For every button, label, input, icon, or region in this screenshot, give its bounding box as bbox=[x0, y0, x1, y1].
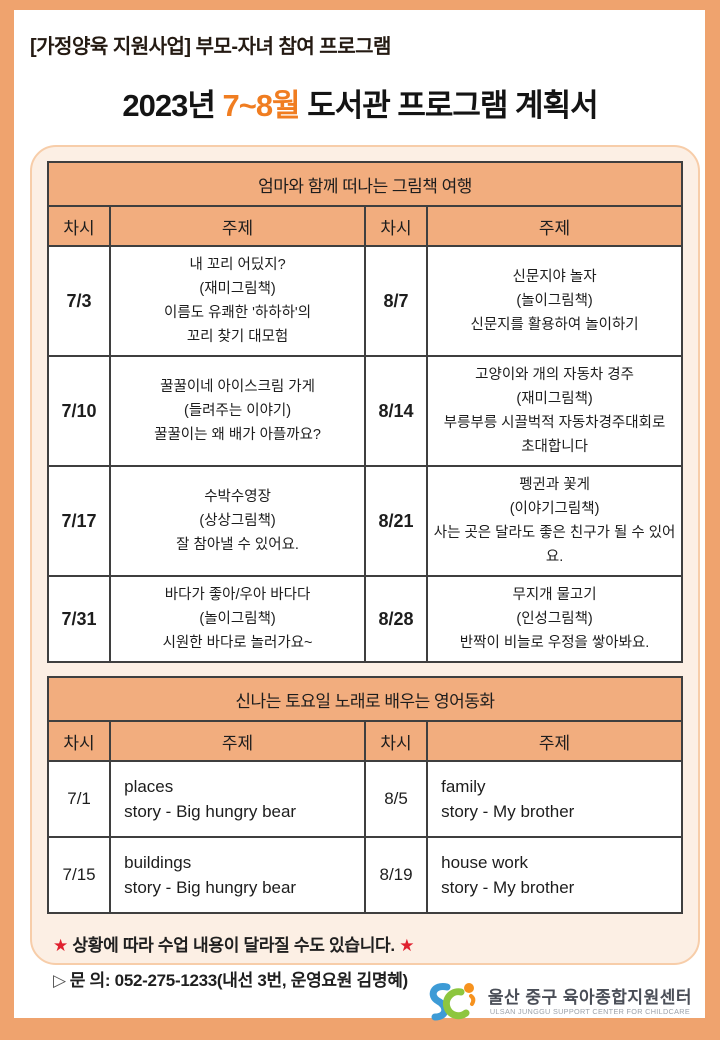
topic-line: 부릉부릉 시끌벅적 자동차경주대회로 bbox=[443, 415, 666, 431]
picture-book-table-title: 엄마와 함께 떠나는 그림책 여행 bbox=[47, 161, 683, 207]
session-date: 8/7 bbox=[363, 245, 429, 357]
topic-line: (재미그림책) bbox=[199, 281, 276, 297]
topic-line: 초대합니다 bbox=[521, 439, 588, 455]
topic-line: 이름도 유쾌한 '하하하'의 bbox=[164, 305, 312, 321]
program-tag: [가정양육 지원사업] 부모-자녀 참여 프로그램 bbox=[30, 36, 391, 58]
topic-line: 고양이와 개의 자동차 경주 bbox=[475, 367, 634, 383]
topic-line: 꼬리 찾기 대모험 bbox=[186, 329, 289, 345]
column-header-topic: 주제 bbox=[109, 720, 366, 762]
topic-line: family bbox=[441, 777, 486, 796]
column-header-row: 차시 주제 차시 주제 bbox=[46, 720, 683, 762]
english-story-table-title: 신나는 토요일 노래로 배우는 영어동화 bbox=[47, 676, 683, 722]
topic-line: (이야기그림책) bbox=[509, 501, 600, 517]
session-date: 7/15 bbox=[46, 836, 112, 914]
topic-line: buildings bbox=[124, 853, 192, 872]
notice-text: 상황에 따라 수업 내용이 달라질 수도 있습니다. bbox=[72, 936, 395, 955]
logo-name-english: ULSAN JUNGGU SUPPORT CENTER FOR CHILDCAR… bbox=[489, 1006, 690, 1016]
topic-line: (상상그림책) bbox=[199, 513, 276, 529]
title-suffix: 도서관 프로그램 계획서 bbox=[299, 88, 598, 123]
topic-line: (놀이그림책) bbox=[516, 293, 593, 309]
topic-line: 수박수영장 bbox=[204, 489, 271, 505]
session-topic: house work story - My brother bbox=[426, 836, 683, 914]
topic-line: (재미그림책) bbox=[516, 391, 593, 407]
session-topic: places story - Big hungry bear bbox=[109, 760, 366, 838]
topic-line: 꿀꿀이네 아이스크림 가게 bbox=[160, 379, 315, 395]
topic-line: 신문지를 활용하여 놀이하기 bbox=[470, 317, 639, 333]
session-date: 7/1 bbox=[46, 760, 112, 838]
logo-name-korean: 울산 중구 육아종합지원센터 bbox=[487, 987, 692, 1007]
topic-line: 꿀꿀이는 왜 배가 아플까요? bbox=[154, 427, 321, 443]
column-header-session: 차시 bbox=[46, 720, 112, 762]
childcare-center-logo-icon bbox=[429, 983, 476, 1021]
session-topic: 수박수영장 (상상그림책) 잘 참아낼 수 있어요. bbox=[109, 465, 366, 577]
topic-line: 신문지야 놀자 bbox=[512, 269, 597, 285]
topic-line: 시원한 바다로 놀러가요~ bbox=[162, 635, 313, 651]
logo-text: 울산 중구 육아종합지원센터 ULSAN JUNGGU SUPPORT CENT… bbox=[488, 988, 692, 1017]
topic-line: (놀이그림책) bbox=[199, 611, 276, 627]
column-header-topic: 주제 bbox=[426, 720, 683, 762]
topic-line: story - Big hungry bear bbox=[124, 878, 297, 897]
notice-line: ★ 상황에 따라 수업 내용이 달라질 수도 있습니다. ★ bbox=[53, 931, 683, 956]
column-header-session: 차시 bbox=[363, 720, 429, 762]
session-date: 7/3 bbox=[46, 245, 112, 357]
table-row: 7/1 places story - Big hungry bear 8/5 famil… bbox=[46, 760, 683, 838]
topic-line: story - My brother bbox=[441, 878, 575, 897]
topic-line: 펭귄과 꽃게 bbox=[519, 477, 590, 493]
session-date: 8/28 bbox=[363, 575, 429, 663]
footnotes: ★ 상황에 따라 수업 내용이 달라질 수도 있습니다. ★ ▷ 문 의: 052… bbox=[53, 931, 683, 991]
session-topic: 꿀꿀이네 아이스크림 가게 (들려주는 이야기) 꿀꿀이는 왜 배가 아플까요? bbox=[109, 355, 366, 467]
session-date: 8/14 bbox=[363, 355, 429, 467]
topic-line: 잘 참아낼 수 있어요. bbox=[176, 537, 299, 553]
topic-line: places bbox=[124, 777, 174, 796]
session-date: 8/21 bbox=[363, 465, 429, 577]
topic-line: 바다가 좋아/우아 바다다 bbox=[164, 587, 311, 603]
session-date: 7/17 bbox=[46, 465, 112, 577]
column-header-topic: 주제 bbox=[109, 205, 366, 247]
star-icon: ★ bbox=[399, 936, 415, 955]
page-title: 2023년 7~8월 도서관 프로그램 계획서 bbox=[0, 80, 720, 125]
table-row: 7/15 buildings story - Big hungry bear 8/19… bbox=[46, 836, 683, 914]
picture-book-table: 엄마와 함께 떠나는 그림책 여행 차시 주제 차시 주제 7/3 내 꼬리 어딨… bbox=[46, 161, 683, 663]
session-topic: buildings story - Big hungry bear bbox=[109, 836, 366, 914]
topic-line: 반짝이 비늘로 우정을 쌓아봐요. bbox=[459, 635, 650, 651]
title-highlight: 7~8월 bbox=[222, 88, 300, 123]
star-icon: ★ bbox=[53, 936, 68, 955]
session-topic: 펭귄과 꽃게 (이야기그림책) 사는 곳은 달라도 좋은 친구가 될 수 있어요. bbox=[426, 465, 683, 577]
session-topic: 신문지야 놀자 (놀이그림책) 신문지를 활용하여 놀이하기 bbox=[426, 245, 683, 357]
column-header-session: 차시 bbox=[46, 205, 112, 247]
contact-text: 문 의: 052-275-1233(내선 3번, 운영요원 김명혜) bbox=[69, 971, 408, 990]
triangle-bullet-icon: ▷ bbox=[53, 971, 66, 990]
title-prefix: 2023년 bbox=[122, 88, 223, 123]
topic-line: story - My brother bbox=[441, 802, 575, 821]
content-panel: 엄마와 함께 떠나는 그림책 여행 차시 주제 차시 주제 7/3 내 꼬리 어딨… bbox=[30, 145, 700, 990]
topic-line: story - Big hungry bear bbox=[124, 802, 297, 821]
session-topic: family story - My brother bbox=[426, 760, 683, 838]
topic-line: 사는 곳은 달라도 좋은 친구가 될 수 있어요. bbox=[433, 525, 676, 565]
session-date: 7/10 bbox=[46, 355, 112, 467]
session-date: 7/31 bbox=[46, 575, 112, 663]
column-header-row: 차시 주제 차시 주제 bbox=[46, 205, 683, 247]
topic-line: 내 꼬리 어딨지? bbox=[189, 257, 286, 273]
table-row: 7/17 수박수영장 (상상그림책) 잘 참아낼 수 있어요. 8/21 펭귄과 꽃게 (이… bbox=[46, 465, 683, 577]
contact-line: ▷ 문 의: 052-275-1233(내선 3번, 운영요원 김명혜) bbox=[53, 966, 683, 991]
topic-line: house work bbox=[441, 853, 529, 872]
center-logo: 울산 중구 육아종합지원센터 ULSAN JUNGGU SUPPORT CENT… bbox=[425, 980, 692, 1024]
table-row: 7/31 바다가 좋아/우아 바다다 (놀이그림책) 시원한 바다로 놀러가요~ 8/2… bbox=[46, 575, 683, 663]
table-row: 7/10 꿀꿀이네 아이스크림 가게 (들려주는 이야기) 꿀꿀이는 왜 배가 아플까… bbox=[46, 355, 683, 467]
session-date: 8/5 bbox=[363, 760, 429, 838]
topic-line: (들려주는 이야기) bbox=[184, 403, 292, 419]
session-topic: 무지개 물고기 (인성그림책) 반짝이 비늘로 우정을 쌓아봐요. bbox=[426, 575, 683, 663]
session-topic: 바다가 좋아/우아 바다다 (놀이그림책) 시원한 바다로 놀러가요~ bbox=[109, 575, 366, 663]
topic-line: 무지개 물고기 bbox=[512, 587, 597, 603]
column-header-session: 차시 bbox=[363, 205, 429, 247]
english-story-table: 신나는 토요일 노래로 배우는 영어동화 차시 주제 차시 주제 7/1 plac… bbox=[46, 676, 683, 914]
column-header-topic: 주제 bbox=[426, 205, 683, 247]
topic-line: (인성그림책) bbox=[516, 611, 593, 627]
session-date: 8/19 bbox=[363, 836, 429, 914]
